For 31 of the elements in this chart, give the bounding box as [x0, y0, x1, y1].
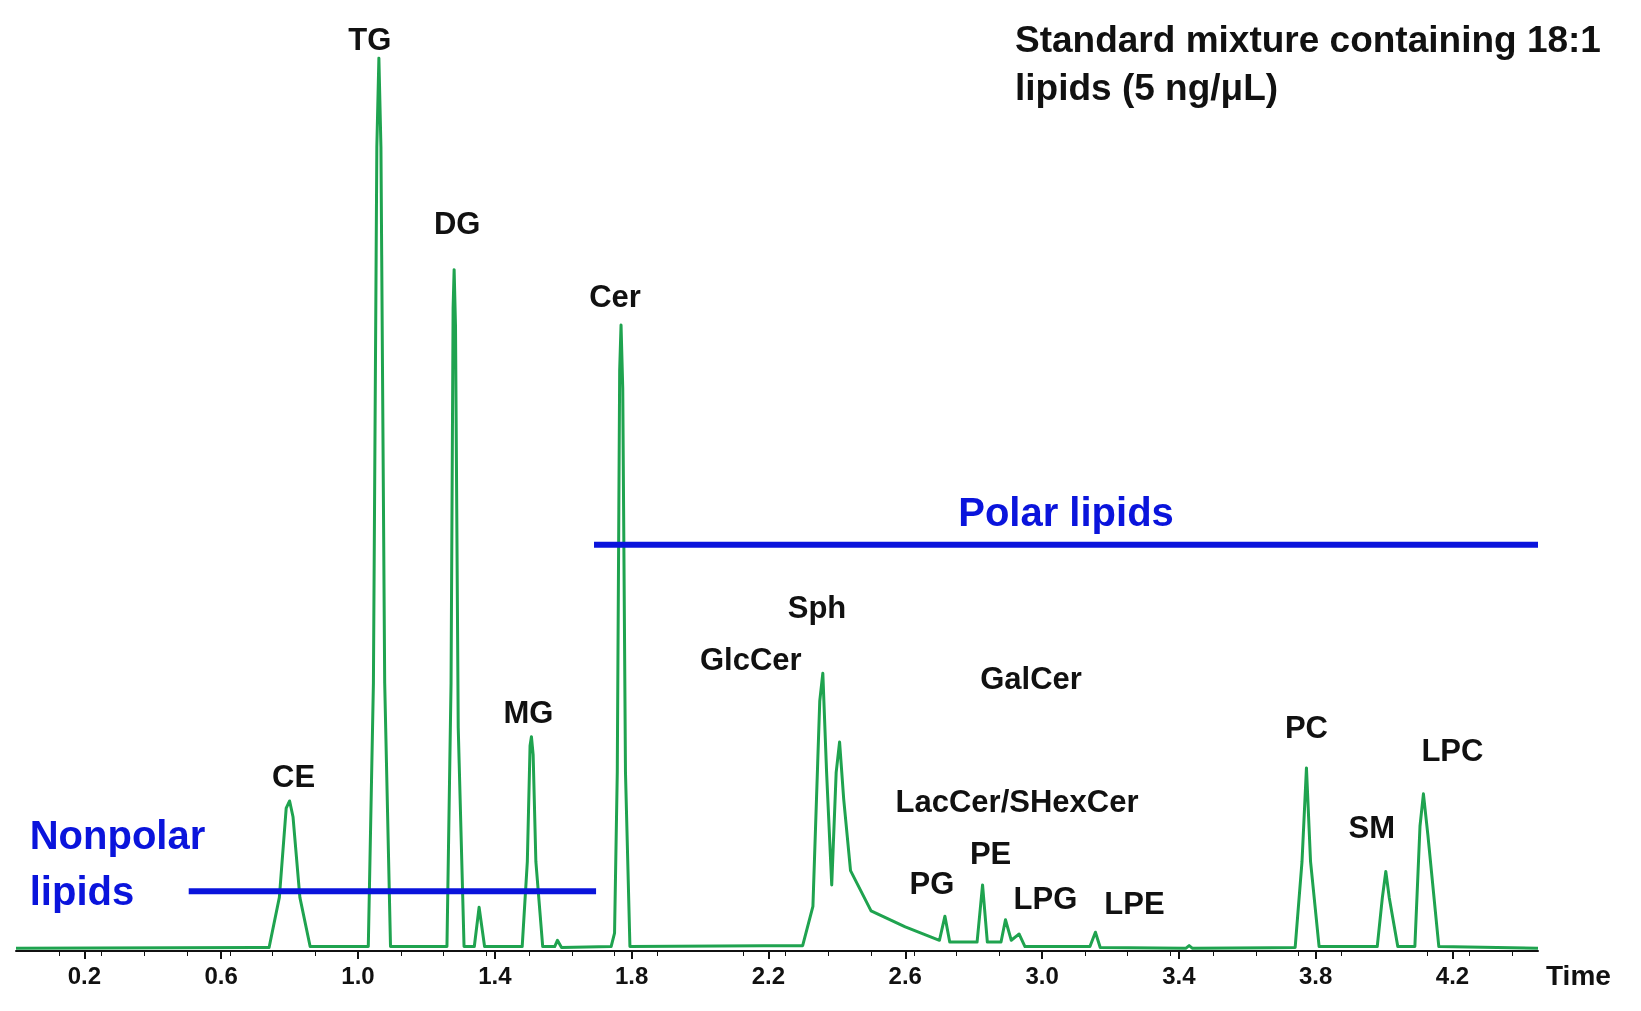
x-tick-label: 0.6 [204, 961, 238, 989]
series-label: Nonpolar lipids [29, 813, 217, 914]
annotation: LPG [1013, 881, 1078, 917]
annotation: MG [503, 695, 554, 731]
annotation: Cer [589, 278, 641, 314]
x-tick-label: 3.4 [1162, 961, 1197, 989]
annotation: LPE [1104, 885, 1165, 921]
x-tick-label: 3.8 [1299, 961, 1333, 989]
annotation: PG [909, 865, 955, 901]
x-axis-title: Time [1546, 959, 1611, 991]
annotation: SM [1348, 810, 1396, 846]
annotation: GlcCer [700, 641, 802, 677]
annotation: LPC [1421, 733, 1484, 769]
x-tick-label: 0.2 [67, 961, 102, 989]
annotation: LacCer/SHexCer [895, 783, 1139, 819]
x-tick-label: 1.0 [341, 961, 375, 989]
chart-title: Standard mixture containing 18:1 lipids (5 ng/μL) [1015, 18, 1612, 108]
x-tick-label: 2.2 [751, 961, 786, 989]
x-tick-label: 1.4 [478, 961, 513, 989]
annotation: CE [272, 759, 316, 795]
x-tick-label: 4.2 [1435, 961, 1470, 989]
annotation: Sph [787, 589, 847, 625]
x-tick-label: 2.6 [888, 961, 922, 989]
x-tick-label: 1.8 [614, 961, 649, 989]
annotation: DG [433, 206, 481, 242]
annotation: GalCer [980, 660, 1082, 696]
x-tick-label: 3.0 [1025, 961, 1059, 989]
annotation: PE [969, 836, 1012, 872]
series-label: Polar lipids [958, 489, 1174, 534]
annotation: PC [1284, 710, 1328, 746]
annotation: TG [348, 21, 392, 57]
